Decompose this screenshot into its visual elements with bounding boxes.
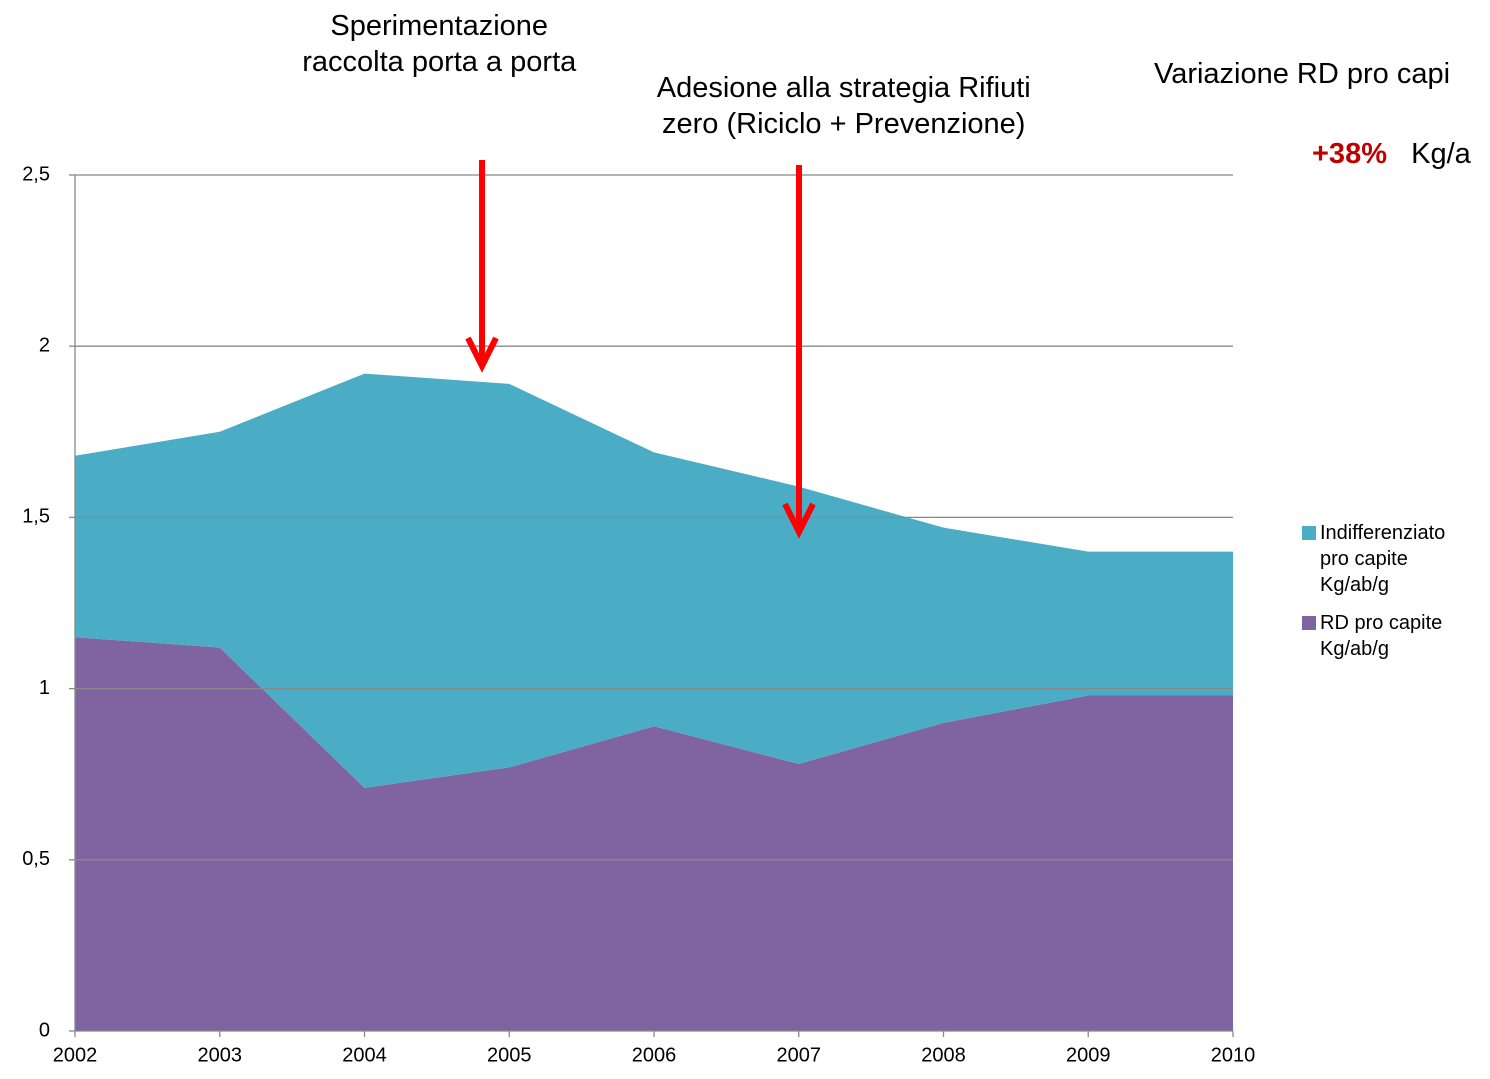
legend-label: RD pro capite Kg/ab/g bbox=[1320, 612, 1443, 660]
legend-swatch bbox=[1302, 526, 1316, 540]
area bbox=[75, 373, 1233, 788]
x-tick-label: 2008 bbox=[921, 1044, 966, 1066]
y-tick-label: 1,5 bbox=[22, 506, 50, 528]
side-note-change: +38% bbox=[1312, 138, 1387, 170]
areas bbox=[75, 373, 1233, 1031]
y-tick-label: 0,5 bbox=[22, 848, 50, 870]
y-tick-label: 0 bbox=[39, 1019, 50, 1041]
side-note: Variazione RD pro capi +38% Kg/a bbox=[1100, 14, 1490, 214]
y-tick-label: 2,5 bbox=[22, 163, 50, 185]
arrow-head bbox=[465, 336, 499, 373]
x-tick-label: 2007 bbox=[777, 1044, 822, 1066]
y-tick-label: 1 bbox=[39, 677, 50, 699]
y-tick-label: 2 bbox=[39, 334, 50, 356]
x-tick-label: 2005 bbox=[487, 1044, 532, 1066]
area bbox=[75, 637, 1233, 1031]
legend-label: Indifferenziato pro capite Kg/ab/g bbox=[1320, 522, 1446, 596]
side-note-line: +38% Kg/a bbox=[1100, 134, 1490, 174]
legend-item: Indifferenziato pro capite Kg/ab/g bbox=[1302, 520, 1445, 598]
x-tick-label: 2010 bbox=[1211, 1044, 1256, 1066]
arrows bbox=[465, 160, 816, 539]
annotation: Sperimentazione raccolta porta a porta bbox=[302, 10, 577, 78]
side-note-unit: Kg/a bbox=[1411, 138, 1471, 170]
annotation: Adesione alla strategia Rifiuti zero (Ri… bbox=[656, 72, 1031, 140]
legend-swatch bbox=[1302, 616, 1316, 630]
legend: Indifferenziato pro capite Kg/ab/g RD pro… bbox=[1302, 520, 1445, 674]
side-note-headline: Variazione RD pro capi bbox=[1154, 58, 1451, 90]
legend-item: RD pro capite Kg/ab/g bbox=[1302, 610, 1445, 662]
axes: 0 0,5 1 1,5 2 2,5 2002 2003 2004 2005 2006 2007 2008… bbox=[22, 163, 1255, 1066]
x-tick-label: 2009 bbox=[1066, 1044, 1111, 1066]
arrow-head bbox=[782, 502, 816, 539]
x-tick-label: 2002 bbox=[53, 1044, 98, 1066]
x-tick-label: 2006 bbox=[632, 1044, 677, 1066]
x-tick-label: 2004 bbox=[342, 1044, 387, 1066]
x-tick-label: 2003 bbox=[198, 1044, 243, 1066]
